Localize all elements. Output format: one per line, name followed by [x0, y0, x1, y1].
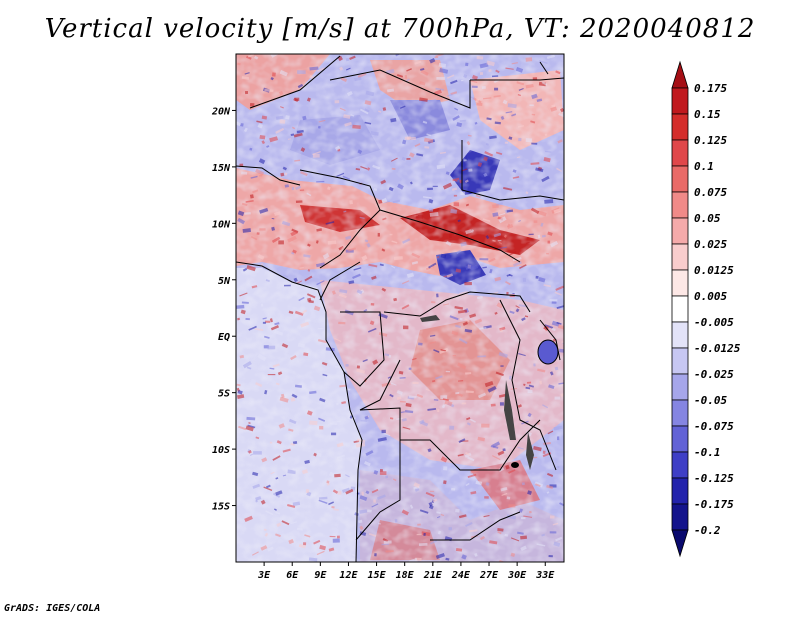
x-tick-label: 6E — [286, 570, 299, 581]
colorbar-label: -0.075 — [694, 420, 734, 433]
x-tick-label: 27E — [479, 570, 499, 581]
colorbar-label: 0.125 — [694, 134, 727, 147]
colorbar-swatch — [672, 504, 688, 530]
colorbar-swatch — [672, 140, 688, 166]
y-tick-label: 5N — [218, 276, 231, 287]
x-tick-label: 18E — [396, 570, 415, 581]
y-tick-label: 10N — [212, 219, 231, 230]
colorbar-label: -0.2 — [694, 524, 721, 537]
x-tick-label: 21E — [423, 570, 443, 581]
colorbar-label: 0.075 — [694, 186, 727, 199]
x-tick-label: 24E — [451, 570, 471, 581]
y-tick-label: 15N — [212, 163, 231, 174]
colorbar-swatch — [672, 530, 688, 556]
colorbar-swatch — [672, 218, 688, 244]
colorbar: 0.175 0.15 0.125 0.1 0.075 0.05 0.025 0.0125 0.0… — [672, 62, 741, 556]
y-axis: 20N 15N 10N 5N EQ 5S 10S 15S — [211, 106, 236, 512]
colorbar-label: 0.0125 — [694, 264, 734, 277]
x-tick-label: 12E — [339, 570, 358, 581]
weather-map-chart: 3E 6E 9E 12E 15E 18E 21E 24E 27E 30E 33E 20N 15N 10N… — [0, 0, 800, 618]
colorbar-label: -0.125 — [694, 472, 734, 485]
colorbar-swatch — [672, 244, 688, 270]
colorbar-label: 0.05 — [694, 212, 721, 225]
colorbar-swatch — [672, 322, 688, 348]
colorbar-swatch — [672, 166, 688, 192]
colorbar-swatch — [672, 452, 688, 478]
velocity-field-map — [235, 51, 571, 565]
colorbar-swatch — [672, 348, 688, 374]
colorbar-swatch — [672, 478, 688, 504]
colorbar-label: -0.005 — [694, 316, 734, 329]
colorbar-label: 0.1 — [694, 160, 714, 173]
colorbar-label: 0.005 — [694, 290, 727, 303]
colorbar-label: -0.175 — [694, 498, 734, 511]
colorbar-label: -0.05 — [694, 394, 727, 407]
colorbar-swatch — [672, 192, 688, 218]
colorbar-label: 0.025 — [694, 238, 727, 251]
colorbar-swatch — [672, 296, 688, 322]
colorbar-label: 0.15 — [694, 108, 721, 121]
colorbar-swatch — [672, 400, 688, 426]
x-axis: 3E 6E 9E 12E 15E 18E 21E 24E 27E 30E 33E — [257, 562, 555, 581]
x-tick-label: 33E — [535, 570, 555, 581]
grads-credit: GrADS: IGES/COLA — [4, 603, 100, 614]
x-tick-label: 3E — [257, 570, 271, 581]
colorbar-label: -0.0125 — [694, 342, 741, 355]
y-tick-label: 5S — [218, 389, 230, 400]
colorbar-swatch — [672, 62, 688, 88]
colorbar-swatch — [672, 374, 688, 400]
colorbar-swatch — [672, 88, 688, 114]
y-tick-label: 20N — [211, 106, 231, 117]
x-tick-label: 9E — [314, 570, 327, 581]
colorbar-label: -0.1 — [694, 446, 721, 459]
colorbar-label: 0.175 — [694, 82, 727, 95]
y-tick-label: EQ — [218, 332, 230, 343]
colorbar-swatch — [672, 270, 688, 296]
x-tick-label: 30E — [507, 570, 527, 581]
colorbar-label: -0.025 — [694, 368, 734, 381]
colorbar-swatch — [672, 114, 688, 140]
y-tick-label: 10S — [212, 445, 230, 456]
x-tick-label: 15E — [368, 570, 387, 581]
y-tick-label: 15S — [212, 502, 230, 513]
colorbar-swatch — [672, 426, 688, 452]
